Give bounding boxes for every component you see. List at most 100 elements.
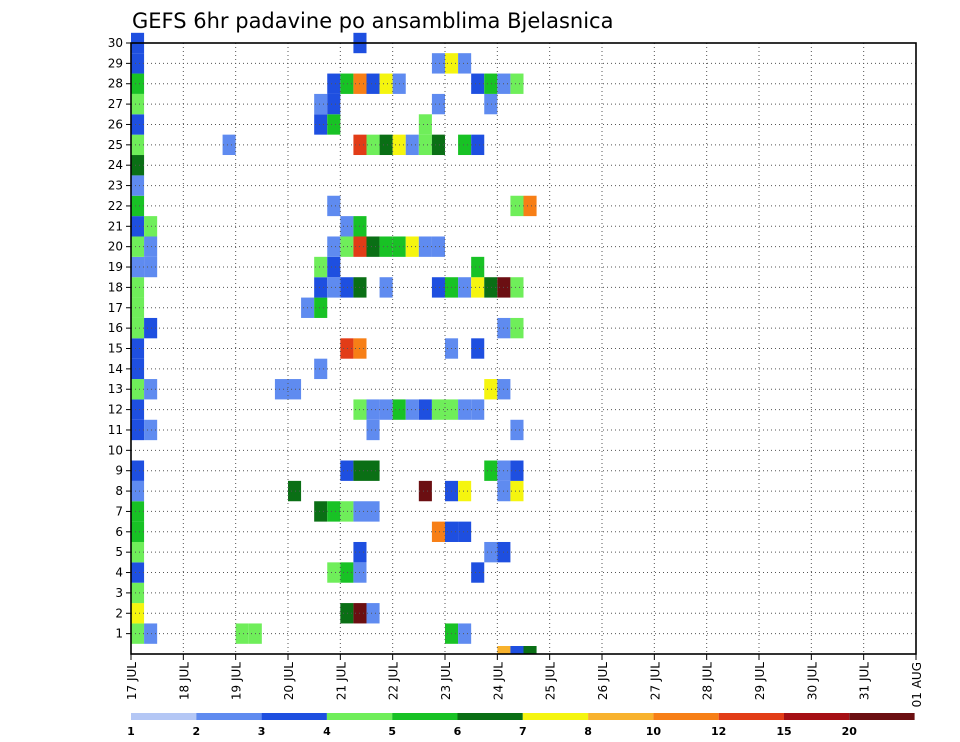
heatmap-cell — [131, 317, 145, 339]
colorbar-segment — [196, 713, 262, 720]
heatmap-cell — [510, 419, 524, 441]
heatmap-cell — [340, 73, 354, 94]
colorbar-label: 1 — [127, 725, 135, 738]
heatmap-cell — [131, 114, 145, 135]
y-tick-label: 26 — [108, 117, 123, 131]
y-tick-label: 12 — [108, 403, 123, 417]
heatmap-cell — [418, 236, 432, 257]
heatmap-cell — [431, 134, 445, 156]
colorbar-segment — [457, 713, 523, 720]
heatmap-cell — [327, 501, 341, 522]
heatmap-cell — [144, 256, 158, 278]
heatmap-cell — [131, 297, 145, 318]
y-tick-label: 30 — [108, 36, 123, 50]
colorbar-legend: 1 2 3 4 5 6 7 8 10 12 15 20 — [127, 713, 915, 738]
heatmap-cell — [131, 460, 145, 481]
heatmap-cell — [366, 236, 380, 257]
x-tick-label: 27 JUL — [648, 662, 662, 700]
x-tick-label: 18 JUL — [177, 662, 191, 700]
y-tick-label: 6 — [115, 525, 123, 539]
heatmap-cell — [484, 460, 498, 481]
heatmap-cell — [144, 379, 158, 400]
heatmap-cell — [131, 623, 145, 644]
heatmap-cell — [458, 53, 472, 74]
y-tick-label: 28 — [108, 77, 123, 91]
heatmap-cell — [510, 277, 524, 298]
heatmap-cell — [523, 646, 537, 654]
colorbar-label: 20 — [842, 725, 858, 738]
colorbar-label: 2 — [192, 725, 200, 738]
y-tick-label: 9 — [115, 464, 123, 478]
heatmap-cell — [131, 216, 145, 237]
heatmap-cell — [327, 93, 341, 115]
heatmap-cell — [131, 277, 145, 298]
heatmap-cell — [131, 358, 145, 380]
y-tick-label: 10 — [108, 443, 123, 457]
y-tick-label: 15 — [108, 342, 123, 356]
heatmap-cell — [458, 623, 472, 644]
heatmap-cell — [131, 93, 145, 115]
heatmap-cell — [131, 379, 145, 400]
colorbar-segment — [261, 713, 327, 720]
heatmap-cell — [340, 562, 354, 583]
heatmap-cell — [274, 379, 288, 400]
colorbar-segment — [784, 713, 850, 720]
heatmap-cell — [510, 195, 524, 217]
heatmap-cells — [131, 32, 537, 654]
colorbar-segment — [653, 713, 719, 720]
colorbar-segment — [588, 713, 654, 720]
heatmap-cell — [235, 623, 249, 644]
x-tick-label: 17 JUL — [125, 662, 139, 700]
heatmap-cell — [144, 236, 158, 257]
grid-lines — [131, 42, 916, 654]
x-tick-label: 25 JUL — [544, 662, 558, 700]
heatmap-cell — [379, 134, 393, 156]
heatmap-cell — [431, 521, 445, 542]
heatmap-cell — [510, 317, 524, 339]
x-tick-label: 26 JUL — [596, 662, 610, 700]
heatmap-cell — [366, 501, 380, 522]
heatmap-cell — [484, 277, 498, 298]
heatmap-cell — [327, 195, 341, 217]
heatmap-cell — [314, 501, 328, 522]
heatmap-cell — [340, 216, 354, 237]
heatmap-cell — [131, 541, 145, 563]
heatmap-cell — [379, 399, 393, 420]
heatmap-cell — [431, 277, 445, 298]
y-tick-label: 8 — [115, 484, 123, 498]
heatmap-cell — [471, 338, 485, 359]
heatmap-cell — [131, 603, 145, 624]
heatmap-cell — [366, 134, 380, 156]
heatmap-cell — [484, 73, 498, 94]
heatmap-cell — [379, 73, 393, 94]
heatmap-cell — [131, 521, 145, 542]
chart-title: GEFS 6hr padavine po ansamblima Bjelasni… — [132, 9, 613, 33]
heatmap-cell — [510, 646, 524, 654]
y-tick-label: 18 — [108, 280, 123, 294]
heatmap-cell — [458, 521, 472, 542]
x-tick-label: 20 JUL — [282, 662, 296, 700]
y-tick-label: 16 — [108, 321, 123, 335]
heatmap-cell — [510, 460, 524, 481]
heatmap-cell — [314, 297, 328, 318]
heatmap-cell — [431, 53, 445, 74]
heatmap-cell — [523, 195, 537, 217]
colorbar-label: 12 — [711, 725, 726, 738]
heatmap-cell — [418, 134, 432, 156]
heatmap-cell — [131, 134, 145, 156]
heatmap-cell — [340, 338, 354, 359]
colorbar-label: 4 — [323, 725, 331, 738]
colorbar-segment — [522, 713, 589, 720]
heatmap-cell — [471, 73, 485, 94]
heatmap-cell — [144, 419, 158, 441]
heatmap-cell — [131, 419, 145, 441]
x-tick-label: 29 JUL — [753, 662, 767, 700]
heatmap-cell — [327, 114, 341, 135]
x-tick-label: 24 JUL — [491, 662, 505, 700]
heatmap-cell — [314, 358, 328, 380]
heatmap-cell — [131, 155, 145, 176]
colorbar-label: 10 — [646, 725, 662, 738]
colorbar-segment — [718, 713, 784, 720]
x-tick-label: 23 JUL — [439, 662, 453, 700]
heatmap-cell — [340, 603, 354, 624]
